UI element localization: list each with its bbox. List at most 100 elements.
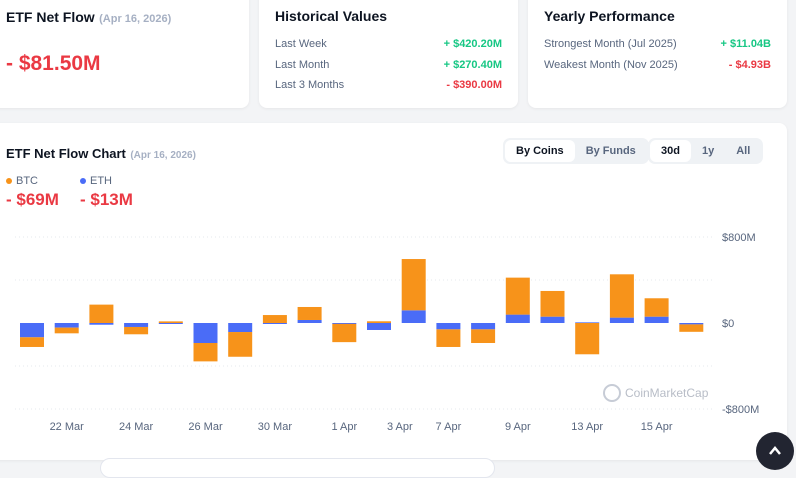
chart-card bbox=[0, 123, 787, 460]
eth-bar bbox=[158, 323, 183, 324]
x-tick-label: 30 Mar bbox=[258, 421, 293, 433]
legend-btc[interactable]: BTC bbox=[6, 175, 38, 187]
historical-values-card: Historical Values Last Week + $420.20M La… bbox=[259, 0, 518, 108]
eth-dot-icon bbox=[80, 178, 86, 185]
historical-row: Last Month + $270.40M bbox=[275, 59, 502, 71]
eth-bar bbox=[54, 323, 79, 328]
eth-bar bbox=[367, 323, 391, 330]
eth-bar bbox=[644, 316, 669, 323]
watermark: CoinMarketCap bbox=[625, 386, 709, 400]
x-tick-label: 9 Apr bbox=[505, 421, 531, 433]
eth-value: - $13M bbox=[80, 190, 133, 209]
legend-label: ETH bbox=[90, 175, 112, 187]
eth-bar bbox=[332, 323, 357, 324]
btc-bar bbox=[679, 324, 704, 332]
eth-bar bbox=[505, 314, 530, 323]
x-tick-label: 22 Mar bbox=[50, 421, 85, 433]
btc-bar bbox=[471, 329, 496, 343]
btc-bar bbox=[193, 342, 218, 362]
btc-bar bbox=[644, 298, 669, 317]
historical-row: Last Week + $420.20M bbox=[275, 38, 502, 50]
y-tick-label: $0 bbox=[722, 318, 734, 330]
btc-bar bbox=[436, 329, 461, 347]
yearly-row: Weakest Month (Nov 2025) - $4.93B bbox=[544, 59, 771, 71]
row-label: Last Week bbox=[275, 38, 327, 50]
btc-bar bbox=[20, 337, 44, 347]
scroll-top-button[interactable] bbox=[756, 432, 794, 470]
yearly-performance-card: Yearly Performance Strongest Month (Jul … bbox=[528, 0, 787, 108]
row-label: Last Month bbox=[275, 59, 330, 71]
btc-bar bbox=[575, 323, 600, 355]
y-tick-label: $800M bbox=[722, 232, 756, 244]
chart-date: (Apr 16, 2026) bbox=[130, 150, 196, 161]
btc-bar bbox=[262, 315, 287, 323]
btc-bar bbox=[332, 323, 357, 343]
btc-value: - $69M bbox=[6, 190, 59, 209]
x-tick-label: 26 Mar bbox=[188, 421, 223, 433]
legend-label: BTC bbox=[16, 175, 38, 187]
row-value: - $4.93B bbox=[728, 59, 771, 71]
row-label: Weakest Month (Nov 2025) bbox=[544, 59, 678, 71]
legend-eth[interactable]: ETH bbox=[80, 175, 112, 187]
eth-bar bbox=[436, 323, 461, 330]
coinmarketcap-logo-icon bbox=[603, 384, 621, 402]
x-tick-label: 1 Apr bbox=[331, 421, 357, 433]
eth-bar bbox=[297, 319, 322, 323]
row-value: + $420.20M bbox=[443, 38, 502, 50]
eth-bar bbox=[401, 310, 426, 323]
btc-bar bbox=[158, 321, 183, 323]
btc-bar bbox=[54, 327, 79, 334]
eth-bar bbox=[575, 322, 600, 324]
x-tick-label: 24 Mar bbox=[119, 421, 154, 433]
btc-bar bbox=[401, 259, 426, 311]
net-flow-date: (Apr 16, 2026) bbox=[99, 13, 172, 25]
btc-dot-icon bbox=[6, 178, 12, 185]
group-toggle: By Coins By Funds bbox=[503, 138, 649, 164]
eth-bar bbox=[20, 323, 44, 338]
eth-bar bbox=[124, 323, 149, 327]
eth-bar bbox=[609, 317, 634, 323]
row-label: Last 3 Months bbox=[275, 79, 345, 91]
eth-bar bbox=[228, 323, 253, 333]
yearly-row: Strongest Month (Jul 2025) + $11.04B bbox=[544, 38, 771, 50]
tab-by-coins[interactable]: By Coins bbox=[505, 140, 575, 162]
row-value: - $390.00M bbox=[446, 79, 502, 91]
tab-30d[interactable]: 30d bbox=[650, 140, 691, 162]
historical-title: Historical Values bbox=[275, 8, 388, 24]
yearly-title: Yearly Performance bbox=[544, 8, 675, 24]
chart-title: ETF Net Flow Chart bbox=[6, 146, 126, 161]
row-value: + $11.04B bbox=[720, 38, 771, 50]
range-toggle: 30d 1y All bbox=[648, 138, 764, 164]
eth-bar bbox=[89, 323, 114, 325]
tab-by-funds[interactable]: By Funds bbox=[585, 145, 636, 157]
chevron-up-icon bbox=[769, 446, 781, 455]
btc-bar bbox=[124, 326, 149, 335]
btc-bar bbox=[505, 277, 530, 315]
x-tick-label: 15 Apr bbox=[641, 421, 673, 433]
btc-bar bbox=[297, 306, 322, 320]
btc-bar bbox=[540, 290, 565, 317]
eth-bar bbox=[193, 323, 218, 343]
x-tick-label: 13 Apr bbox=[571, 421, 603, 433]
x-tick-label: 3 Apr bbox=[387, 421, 413, 433]
net-flow-title: ETF Net Flow bbox=[6, 9, 95, 25]
tab-1y[interactable]: 1y bbox=[701, 145, 715, 157]
tab-all[interactable]: All bbox=[736, 145, 751, 157]
x-tick-label: 7 Apr bbox=[436, 421, 462, 433]
row-value: + $270.40M bbox=[443, 59, 502, 71]
btc-bar bbox=[609, 274, 634, 318]
eth-bar bbox=[540, 316, 565, 323]
y-tick-label: -$800M bbox=[722, 404, 759, 416]
btc-bar bbox=[367, 321, 391, 323]
btc-bar bbox=[89, 304, 114, 323]
net-flow-card: ETF Net Flow (Apr 16, 2026) - $81.50M bbox=[0, 0, 249, 108]
eth-bar bbox=[471, 323, 496, 330]
row-label: Strongest Month (Jul 2025) bbox=[544, 38, 677, 50]
eth-bar bbox=[262, 323, 287, 324]
net-flow-value: - $81.50M bbox=[6, 52, 101, 75]
net-flow-bar-chart: $800M $0 -$800M 22 Mar 24 Mar 26 Mar 30 Mar 1 A… bbox=[15, 232, 759, 433]
bottom-panel bbox=[100, 458, 495, 478]
btc-bar bbox=[228, 332, 253, 357]
historical-row: Last 3 Months - $390.00M bbox=[275, 79, 502, 91]
eth-bar bbox=[679, 323, 704, 325]
